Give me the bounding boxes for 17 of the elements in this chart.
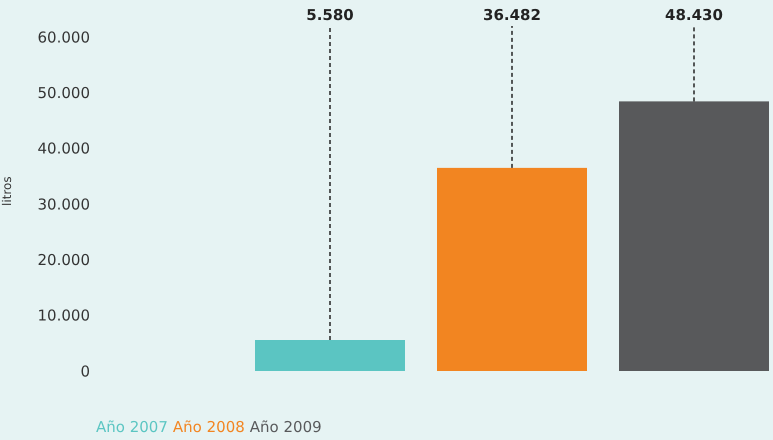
y-tick-label: 40.000: [38, 140, 90, 158]
bar: [437, 168, 587, 371]
y-tick-label: 60.000: [38, 28, 90, 46]
text: Año 2009: [250, 418, 322, 436]
data-label: 48.430: [665, 6, 723, 24]
data-label: 5.580: [306, 6, 354, 24]
y-tick-label: 50.000: [38, 84, 90, 102]
bar: [619, 101, 769, 371]
text: Año 2007: [96, 418, 168, 436]
y-axis-title: litros: [0, 176, 14, 206]
y-tick-label: 0: [80, 362, 90, 380]
text: Año 2008: [172, 418, 245, 436]
bar: [255, 340, 405, 371]
data-label: 36.482: [483, 6, 541, 24]
y-tick-label: 10.000: [38, 306, 90, 325]
y-tick-label: 20.000: [38, 250, 90, 269]
y-tick-label: 30.000: [38, 195, 90, 214]
